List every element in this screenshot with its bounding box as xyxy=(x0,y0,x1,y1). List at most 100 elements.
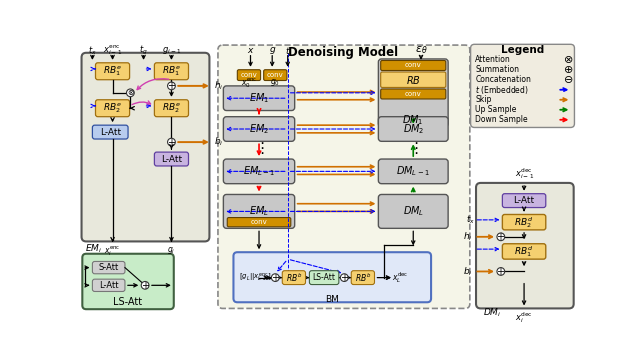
Text: S-Att: S-Att xyxy=(99,263,119,272)
Text: $t_g$: $t_g$ xyxy=(139,44,148,57)
Circle shape xyxy=(168,138,175,146)
Text: Summation: Summation xyxy=(476,65,519,74)
FancyBboxPatch shape xyxy=(92,125,128,139)
FancyBboxPatch shape xyxy=(378,117,448,141)
Text: conv: conv xyxy=(251,219,268,225)
Text: L-Att: L-Att xyxy=(161,155,182,163)
Circle shape xyxy=(271,274,279,281)
FancyBboxPatch shape xyxy=(502,215,546,230)
FancyBboxPatch shape xyxy=(378,159,448,184)
Text: $x_i^{\rm enc}$: $x_i^{\rm enc}$ xyxy=(104,245,121,258)
Text: $h_i$: $h_i$ xyxy=(214,80,223,92)
FancyBboxPatch shape xyxy=(264,70,287,80)
Text: $DM_L$: $DM_L$ xyxy=(403,204,424,218)
Text: $t$: $t$ xyxy=(285,45,291,56)
Text: LS-Att: LS-Att xyxy=(312,273,335,282)
Text: $\otimes$: $\otimes$ xyxy=(127,88,134,97)
Text: Attention: Attention xyxy=(476,55,511,64)
FancyBboxPatch shape xyxy=(223,195,294,228)
Text: $DM_i$: $DM_i$ xyxy=(483,307,501,320)
Text: $g_0$: $g_0$ xyxy=(270,77,280,88)
Text: $EM_2$: $EM_2$ xyxy=(249,122,269,136)
Circle shape xyxy=(497,233,505,241)
FancyBboxPatch shape xyxy=(81,53,209,241)
Text: $DM_{L-1}$: $DM_{L-1}$ xyxy=(396,164,430,178)
Text: $x_{i-1}^{\rm enc}$: $x_{i-1}^{\rm enc}$ xyxy=(103,44,122,57)
Text: $b_i$: $b_i$ xyxy=(463,265,473,278)
FancyBboxPatch shape xyxy=(223,86,294,111)
Text: $EM_1$: $EM_1$ xyxy=(249,91,269,105)
Text: $x_i^{\rm dec}$: $x_i^{\rm dec}$ xyxy=(515,310,533,325)
Text: $g_i$: $g_i$ xyxy=(167,245,175,256)
Text: $\ominus$: $\ominus$ xyxy=(563,74,573,85)
FancyBboxPatch shape xyxy=(223,159,294,184)
Text: $RB^b$: $RB^b$ xyxy=(355,271,371,284)
Text: $RB$: $RB$ xyxy=(406,74,420,86)
Text: $x_0^{\rm enc}$: $x_0^{\rm enc}$ xyxy=(241,76,257,90)
Text: Skip: Skip xyxy=(476,95,492,104)
Text: $\epsilon_\theta$: $\epsilon_\theta$ xyxy=(415,44,428,56)
Text: $\vdots$: $\vdots$ xyxy=(254,140,264,156)
FancyBboxPatch shape xyxy=(351,271,374,285)
FancyBboxPatch shape xyxy=(154,152,189,166)
Text: L-Att: L-Att xyxy=(513,196,534,205)
Text: $t_x$: $t_x$ xyxy=(88,44,97,57)
Text: $t_x$: $t_x$ xyxy=(466,214,474,226)
Text: $\oplus$: $\oplus$ xyxy=(563,64,573,75)
Circle shape xyxy=(141,281,149,289)
FancyBboxPatch shape xyxy=(95,63,129,80)
Circle shape xyxy=(168,82,175,90)
Text: $\vdots$: $\vdots$ xyxy=(408,140,419,156)
Text: $RB^b$: $RB^b$ xyxy=(285,271,302,284)
Text: $DM_1$: $DM_1$ xyxy=(403,113,424,127)
FancyBboxPatch shape xyxy=(470,44,575,127)
FancyBboxPatch shape xyxy=(381,61,446,70)
Text: $[g_L||x_L^{\rm enc}]$: $[g_L||x_L^{\rm enc}]$ xyxy=(239,272,271,284)
Text: $t$ (Embedded): $t$ (Embedded) xyxy=(476,84,529,96)
FancyBboxPatch shape xyxy=(282,271,305,285)
FancyBboxPatch shape xyxy=(83,254,174,309)
FancyBboxPatch shape xyxy=(154,100,189,117)
FancyBboxPatch shape xyxy=(381,89,446,99)
Text: $+$: $+$ xyxy=(496,231,506,242)
Text: Denoising Model: Denoising Model xyxy=(289,46,399,58)
Text: conv: conv xyxy=(405,91,422,97)
Text: Down Sample: Down Sample xyxy=(476,115,528,124)
Text: $RB_1^e$: $RB_1^e$ xyxy=(162,64,181,78)
Circle shape xyxy=(497,268,505,275)
Text: $x_{i-1}^{\rm dec}$: $x_{i-1}^{\rm dec}$ xyxy=(515,166,534,181)
FancyBboxPatch shape xyxy=(92,261,125,274)
Text: $RB_2^e$: $RB_2^e$ xyxy=(103,102,122,115)
FancyBboxPatch shape xyxy=(234,252,431,302)
Text: $RB_1^e$: $RB_1^e$ xyxy=(103,64,122,78)
Text: $RB_1^d$: $RB_1^d$ xyxy=(515,244,534,259)
Text: $\otimes$: $\otimes$ xyxy=(563,54,573,65)
Circle shape xyxy=(127,89,134,97)
FancyBboxPatch shape xyxy=(378,195,448,228)
Text: $h_i$: $h_i$ xyxy=(463,231,473,243)
FancyBboxPatch shape xyxy=(227,218,291,227)
FancyBboxPatch shape xyxy=(95,100,129,117)
Text: $+$: $+$ xyxy=(271,272,280,283)
Text: conv: conv xyxy=(405,63,422,69)
Text: $b_i$: $b_i$ xyxy=(214,136,223,148)
Text: $x_L^{\rm dec}$: $x_L^{\rm dec}$ xyxy=(392,270,408,285)
Circle shape xyxy=(340,274,348,281)
Text: $RB_2^d$: $RB_2^d$ xyxy=(515,215,534,230)
Text: $EM_L$: $EM_L$ xyxy=(249,204,269,218)
FancyBboxPatch shape xyxy=(378,59,448,127)
Text: $+$: $+$ xyxy=(167,80,176,91)
Text: conv: conv xyxy=(267,72,284,78)
Text: $g$: $g$ xyxy=(269,45,276,56)
Text: $EM_{L-1}$: $EM_{L-1}$ xyxy=(243,164,275,178)
Text: $+$: $+$ xyxy=(167,136,176,148)
FancyBboxPatch shape xyxy=(381,72,446,88)
Text: L-Att: L-Att xyxy=(100,128,121,136)
FancyBboxPatch shape xyxy=(218,45,470,308)
Text: $x$: $x$ xyxy=(246,46,254,55)
FancyBboxPatch shape xyxy=(502,194,546,208)
Text: L-Att: L-Att xyxy=(99,281,118,290)
Text: $+$: $+$ xyxy=(340,272,349,283)
Text: $+$: $+$ xyxy=(141,280,150,291)
Text: $RB_2^e$: $RB_2^e$ xyxy=(162,102,181,115)
